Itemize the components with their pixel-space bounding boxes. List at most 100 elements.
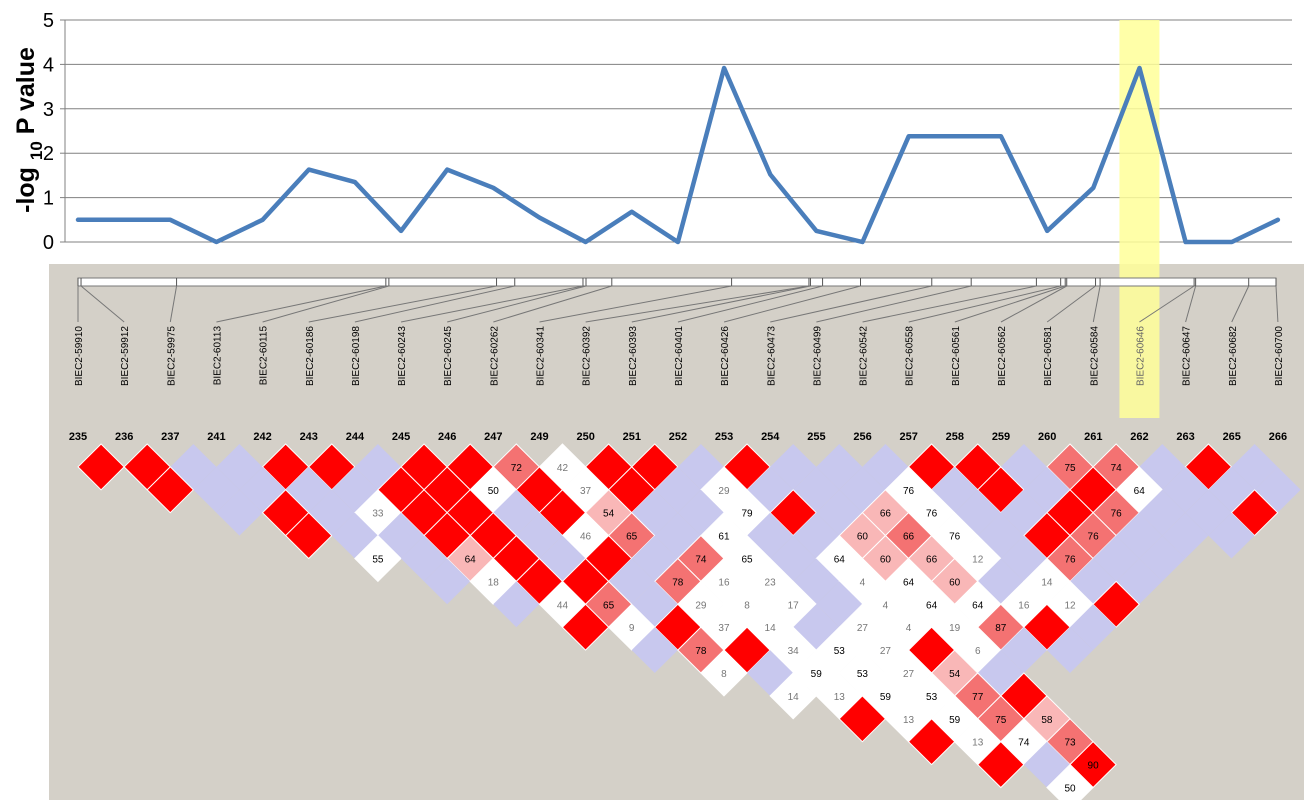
- ld-value: 75: [995, 715, 1007, 726]
- ld-value: 73: [1064, 738, 1076, 749]
- ld-value: 64: [926, 600, 938, 611]
- ld-value: 13: [972, 738, 984, 749]
- marker-number: 260: [1038, 431, 1056, 443]
- y-tick-labels: 0 1 2 3 4 5: [43, 10, 54, 254]
- marker-number: 250: [576, 431, 594, 443]
- marker-label: BIEC2-60393: [628, 326, 639, 386]
- ld-value: 59: [811, 669, 823, 680]
- ld-value: 4: [883, 600, 889, 611]
- ld-cell: [1231, 444, 1278, 490]
- ld-value: 18: [488, 577, 500, 588]
- ld-value: 76: [926, 509, 938, 520]
- ld-cell: [1162, 512, 1209, 559]
- ld-value: 14: [788, 692, 800, 703]
- ld-cell: [424, 558, 471, 605]
- gridlines: [60, 19, 1292, 243]
- marker-label: BIEC2-60646: [1135, 326, 1146, 386]
- ld-value: 60: [880, 555, 892, 566]
- marker-label: BIEC2-60401: [674, 326, 685, 386]
- ld-value: 37: [580, 486, 592, 497]
- marker-label: BIEC2-60561: [951, 326, 962, 386]
- ld-value: 58: [1041, 715, 1053, 726]
- map-connector: [770, 285, 932, 323]
- ld-value: 65: [626, 532, 638, 543]
- ld-value: 14: [1041, 577, 1053, 588]
- ld-cell: [631, 581, 678, 628]
- marker-label: BIEC2-60542: [859, 326, 870, 386]
- ld-cell: [677, 444, 724, 490]
- ld-value: 87: [995, 623, 1007, 634]
- marker-number: 259: [992, 431, 1010, 443]
- ld-value: 4: [906, 623, 912, 634]
- ld-value: 76: [949, 532, 961, 543]
- marker-number: 245: [392, 431, 410, 443]
- y-tick-label: 2: [43, 143, 54, 165]
- marker-label: BIEC2-60682: [1228, 326, 1239, 386]
- marker-number: 253: [715, 431, 733, 443]
- marker-label: BIEC2-60499: [812, 326, 823, 386]
- ld-value: 76: [1064, 555, 1076, 566]
- map-connector: [80, 285, 125, 323]
- ld-value: 4: [860, 577, 866, 588]
- marker-number: 252: [669, 431, 687, 443]
- ld-cell: [977, 740, 1025, 789]
- marker-number: 263: [1176, 431, 1194, 443]
- ld-value: 90: [1088, 761, 1100, 772]
- ld-value: 66: [880, 509, 892, 520]
- marker-label: BIEC2-60186: [305, 326, 316, 386]
- y-axis-label-suffix: P value: [12, 47, 40, 141]
- marker-number: 261: [1084, 431, 1102, 443]
- y-axis-label-prefix: -log: [12, 160, 40, 213]
- marker-number: 265: [1223, 431, 1241, 443]
- marker-label: BIEC2-60113: [212, 326, 223, 386]
- ld-value: 74: [1111, 463, 1123, 474]
- map-connector: [954, 285, 1066, 323]
- marker-number: 254: [761, 431, 780, 443]
- marker-label: BIEC2-60426: [720, 326, 731, 386]
- ld-cell: [1000, 444, 1047, 490]
- ld-value: 79: [741, 509, 753, 520]
- y-tick-label: 1: [43, 188, 54, 210]
- ld-value: 75: [1064, 463, 1076, 474]
- ld-cell: [793, 466, 840, 513]
- map-connector: [908, 285, 1061, 323]
- ld-cell: [816, 444, 863, 490]
- map-connector: [1185, 285, 1197, 323]
- marker-number: 236: [115, 431, 133, 443]
- ld-value: 60: [857, 532, 869, 543]
- marker-number: 256: [853, 431, 871, 443]
- ld-value: 12: [1064, 600, 1076, 611]
- ld-value: 17: [788, 600, 800, 611]
- ld-cell: [146, 466, 195, 514]
- ld-cell: [1000, 627, 1047, 673]
- ld-value: 76: [1088, 532, 1100, 543]
- marker-labels: BIEC2-59910 BIEC2-59912 BIEC2-59975 BIEC2-6…: [74, 326, 1285, 386]
- ld-value: 16: [1018, 600, 1030, 611]
- ld-value: 9: [629, 623, 635, 634]
- map-connector: [723, 285, 861, 323]
- map-connector: [677, 285, 823, 323]
- map-connector: [1139, 285, 1195, 323]
- marker-number: 255: [807, 431, 825, 443]
- ld-value: 77: [972, 692, 984, 703]
- marker-label: BIEC2-60700: [1274, 326, 1285, 386]
- y-tick-label: 3: [43, 99, 54, 121]
- ld-cell: [1185, 489, 1232, 536]
- ld-value: 55: [372, 555, 384, 566]
- ld-cell: [77, 443, 125, 491]
- marker-label: BIEC2-60341: [536, 326, 547, 386]
- ld-value: 54: [603, 509, 615, 520]
- map-connector: [262, 285, 390, 323]
- ld-value: 44: [557, 600, 569, 611]
- ld-value: 54: [949, 669, 961, 680]
- ld-cell: [838, 695, 887, 743]
- ld-value: 59: [880, 692, 892, 703]
- ld-value: 66: [903, 532, 915, 543]
- ld-value: 37: [718, 623, 730, 634]
- marker-label: BIEC2-59975: [166, 326, 177, 386]
- marker-number: 241: [207, 431, 225, 443]
- ld-value: 64: [903, 577, 915, 588]
- ld-value: 12: [972, 555, 984, 566]
- ld-cell: [631, 627, 678, 673]
- ld-value: 29: [695, 600, 707, 611]
